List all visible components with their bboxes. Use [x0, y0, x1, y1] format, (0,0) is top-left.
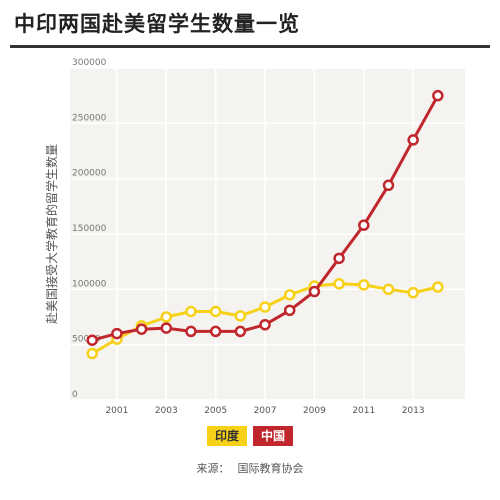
data-point — [259, 301, 271, 313]
data-point — [432, 281, 444, 293]
legend-item-china: 中国 — [253, 426, 294, 446]
data-point — [86, 347, 98, 360]
x-tick-label: 2001 — [105, 406, 128, 416]
source-value: 国际教育协会 — [237, 462, 304, 475]
y-axis-label: 赴美国接受大学教育的留学生数量 — [44, 144, 59, 324]
data-point — [259, 318, 271, 331]
data-point — [283, 304, 296, 317]
data-point — [382, 179, 395, 192]
data-point — [283, 289, 296, 301]
y-tick-label: 50000 — [72, 335, 101, 345]
data-point — [86, 334, 98, 346]
y-tick-label: 100000 — [72, 279, 107, 289]
data-point — [358, 279, 370, 291]
data-point — [234, 325, 247, 338]
data-point — [160, 311, 173, 323]
data-point — [358, 219, 370, 231]
y-tick-label: 0 — [72, 390, 78, 400]
data-point — [333, 252, 345, 265]
legend-item-india: 印度 — [206, 426, 247, 446]
x-tick-label: 2013 — [402, 406, 425, 416]
data-point — [333, 278, 345, 290]
data-point — [209, 325, 222, 338]
data-point — [111, 327, 123, 340]
y-tick-label: 200000 — [72, 169, 107, 179]
x-tick-label: 2009 — [303, 406, 326, 416]
data-point — [407, 134, 419, 146]
x-tick-label: 2011 — [352, 406, 375, 416]
y-tick-label: 150000 — [72, 224, 107, 234]
data-point — [209, 305, 222, 318]
data-point — [160, 322, 173, 334]
data-point — [432, 89, 444, 102]
legend: 印度 中国 — [0, 426, 500, 446]
data-point — [382, 283, 395, 296]
y-tick-label: 250000 — [72, 113, 107, 123]
y-tick-label: 300000 — [72, 58, 107, 68]
data-point — [185, 325, 197, 338]
title-divider — [10, 45, 490, 48]
data-point — [135, 323, 148, 335]
data-point — [308, 285, 321, 298]
data-point — [185, 305, 197, 318]
source-label: 来源： — [196, 462, 230, 475]
x-tick-label: 2003 — [155, 406, 178, 416]
x-tick-label: 2005 — [204, 406, 227, 416]
data-point — [234, 310, 247, 322]
chart-title: 中印两国赴美留学生数量一览 — [14, 12, 300, 36]
data-point — [407, 286, 419, 299]
x-tick-label: 2007 — [254, 406, 277, 416]
source-note: 来源： 国际教育协会 — [0, 460, 500, 476]
line-chart: 0 50000 100000 150000 200000 250000 300000 2001… — [44, 58, 465, 416]
